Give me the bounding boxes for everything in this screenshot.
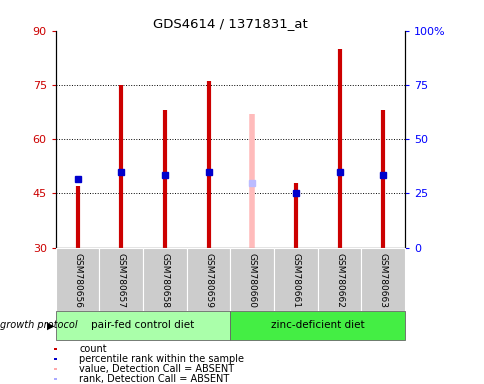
Text: GSM780659: GSM780659 <box>204 253 212 308</box>
Bar <box>99 248 143 311</box>
Title: GDS4614 / 1371831_at: GDS4614 / 1371831_at <box>152 17 307 30</box>
Text: count: count <box>79 344 106 354</box>
Bar <box>186 248 230 311</box>
Text: zinc-deficient diet: zinc-deficient diet <box>270 320 364 331</box>
Bar <box>317 248 361 311</box>
Bar <box>230 311 404 340</box>
Text: GSM780658: GSM780658 <box>160 253 169 308</box>
Bar <box>54 348 57 350</box>
Text: percentile rank within the sample: percentile rank within the sample <box>79 354 243 364</box>
Bar <box>143 248 186 311</box>
Text: GSM780661: GSM780661 <box>291 253 300 308</box>
Text: GSM780656: GSM780656 <box>73 253 82 308</box>
Bar <box>54 367 57 370</box>
Bar <box>230 248 273 311</box>
Text: GSM780657: GSM780657 <box>117 253 125 308</box>
Text: rank, Detection Call = ABSENT: rank, Detection Call = ABSENT <box>79 374 229 384</box>
Bar <box>361 248 404 311</box>
Text: GSM780662: GSM780662 <box>334 253 343 308</box>
Bar <box>56 248 99 311</box>
Text: growth protocol: growth protocol <box>0 320 78 331</box>
Text: ▶: ▶ <box>47 320 54 331</box>
Bar <box>54 358 57 360</box>
Bar <box>56 311 230 340</box>
Text: pair-fed control diet: pair-fed control diet <box>91 320 194 331</box>
Text: GSM780663: GSM780663 <box>378 253 387 308</box>
Bar <box>54 378 57 380</box>
Text: GSM780660: GSM780660 <box>247 253 256 308</box>
Bar <box>273 248 317 311</box>
Text: value, Detection Call = ABSENT: value, Detection Call = ABSENT <box>79 364 234 374</box>
